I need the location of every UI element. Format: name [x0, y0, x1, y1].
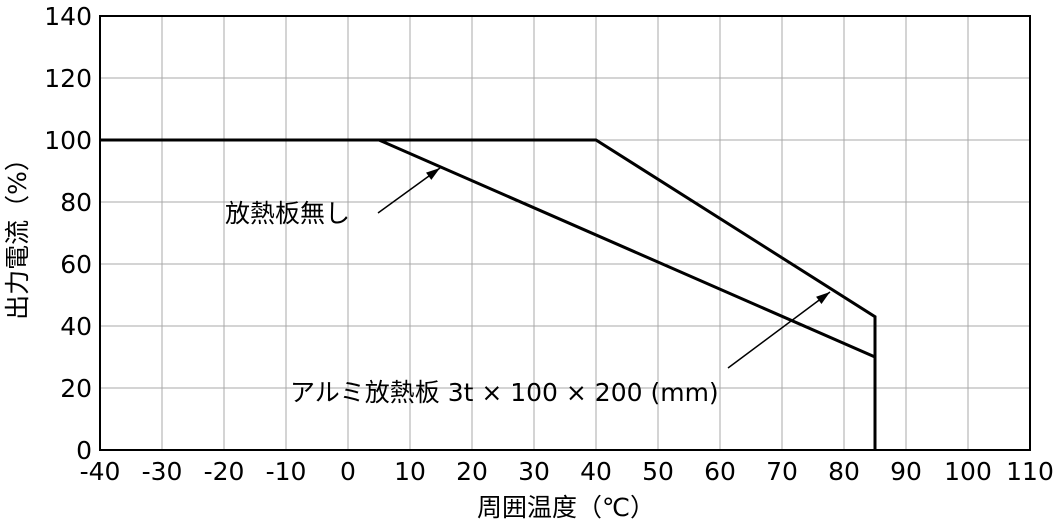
annotation-arrowhead-1: [816, 292, 830, 304]
y-axis-label: 出力電流（%）: [3, 146, 32, 320]
x-tick-label: 40: [580, 457, 612, 486]
annotation-arrow-1: [727, 291, 831, 369]
y-tick-label: 40: [60, 312, 92, 341]
annotation-label-1: アルミ放熱板 3t × 100 × 200 (mm): [290, 378, 719, 407]
y-tick-label: 140: [44, 2, 92, 31]
x-tick-label: 90: [890, 457, 922, 486]
x-tick-label: -10: [266, 457, 307, 486]
plot-frame: [99, 15, 1031, 451]
y-tick-label: 120: [44, 64, 92, 93]
y-tick-label: 100: [44, 126, 92, 155]
annotation-label-0: 放熱板無し: [225, 199, 350, 228]
series-layer: [100, 138, 877, 450]
x-tick-label: 50: [642, 457, 674, 486]
y-tick-label: 80: [60, 188, 92, 217]
x-tick-label: 110: [1006, 457, 1054, 486]
x-tick-label: -20: [204, 457, 245, 486]
x-tick-label: 60: [704, 457, 736, 486]
y-tick-labels: 0 20 40 60 80 100 120 140: [44, 2, 92, 465]
x-tick-label: 20: [456, 457, 488, 486]
x-tick-label: 100: [944, 457, 992, 486]
annotation-arrowhead-0: [426, 168, 440, 180]
y-tick-label: 60: [60, 250, 92, 279]
x-tick-label: 70: [766, 457, 798, 486]
x-tick-labels: -40 -30 -20 -10 0 10 20 30 40 50 60 70 80 90 100 110: [80, 457, 1054, 486]
x-tick-label: 0: [340, 457, 356, 486]
y-tick-label: 0: [76, 436, 92, 465]
x-tick-label: 10: [394, 457, 426, 486]
x-axis-label: 周囲温度（℃）: [477, 493, 655, 522]
x-tick-label: -40: [80, 457, 121, 486]
x-tick-label: -30: [142, 457, 183, 486]
x-tick-label: 80: [828, 457, 860, 486]
series-line-1: [100, 138, 877, 450]
y-tick-label: 20: [60, 374, 92, 403]
x-tick-label: 30: [518, 457, 550, 486]
